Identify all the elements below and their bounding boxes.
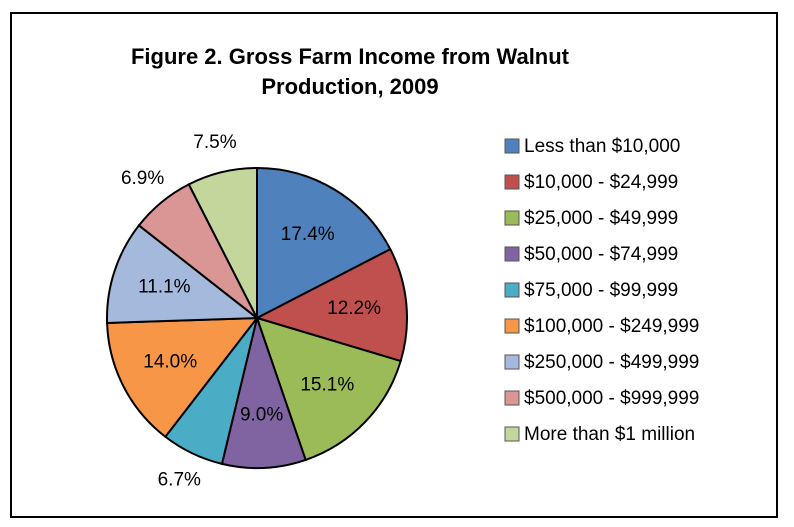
legend-label: $250,000 - $499,999	[524, 352, 699, 373]
slice-label: 17.4%	[281, 224, 335, 245]
legend-swatch	[504, 390, 520, 406]
legend-swatch	[504, 426, 520, 442]
pie-slice	[106, 224, 260, 324]
pie-slice	[220, 314, 307, 469]
chart-frame	[10, 12, 778, 518]
legend-swatch	[504, 138, 520, 154]
chart-title: Figure 2. Gross Farm Income from Walnut …	[130, 44, 570, 99]
pie-slice	[254, 247, 408, 363]
pie-slice	[106, 316, 260, 439]
legend-label: $75,000 - $99,999	[524, 280, 678, 301]
slice-label: 12.2%	[327, 298, 381, 319]
legend-swatch	[504, 246, 520, 262]
legend-swatch	[504, 318, 520, 334]
legend-label: $100,000 - $249,999	[524, 316, 699, 337]
pie-slice	[256, 166, 392, 320]
legend-swatch	[504, 354, 520, 370]
legend-swatch	[504, 210, 520, 226]
slice-label: 14.0%	[143, 351, 197, 372]
slice-label: 6.7%	[158, 469, 201, 490]
legend-label: $25,000 - $49,999	[524, 208, 678, 229]
pie-slice	[187, 166, 258, 319]
legend-label: Less than $10,000	[524, 136, 680, 157]
legend-label: More than $1 million	[524, 424, 695, 445]
slice-label: 7.5%	[193, 132, 236, 153]
legend-swatch	[504, 174, 520, 190]
slice-label: 9.0%	[240, 404, 283, 425]
legend-label: $500,000 - $999,999	[524, 388, 699, 409]
legend-swatch	[504, 282, 520, 298]
legend-label: $50,000 - $74,999	[524, 244, 678, 265]
legend-label: $10,000 - $24,999	[524, 172, 678, 193]
slice-label: 11.1%	[138, 277, 191, 298]
slice-label: 6.9%	[121, 168, 164, 189]
pie-slice	[255, 316, 402, 462]
slice-label: 15.1%	[300, 375, 354, 396]
